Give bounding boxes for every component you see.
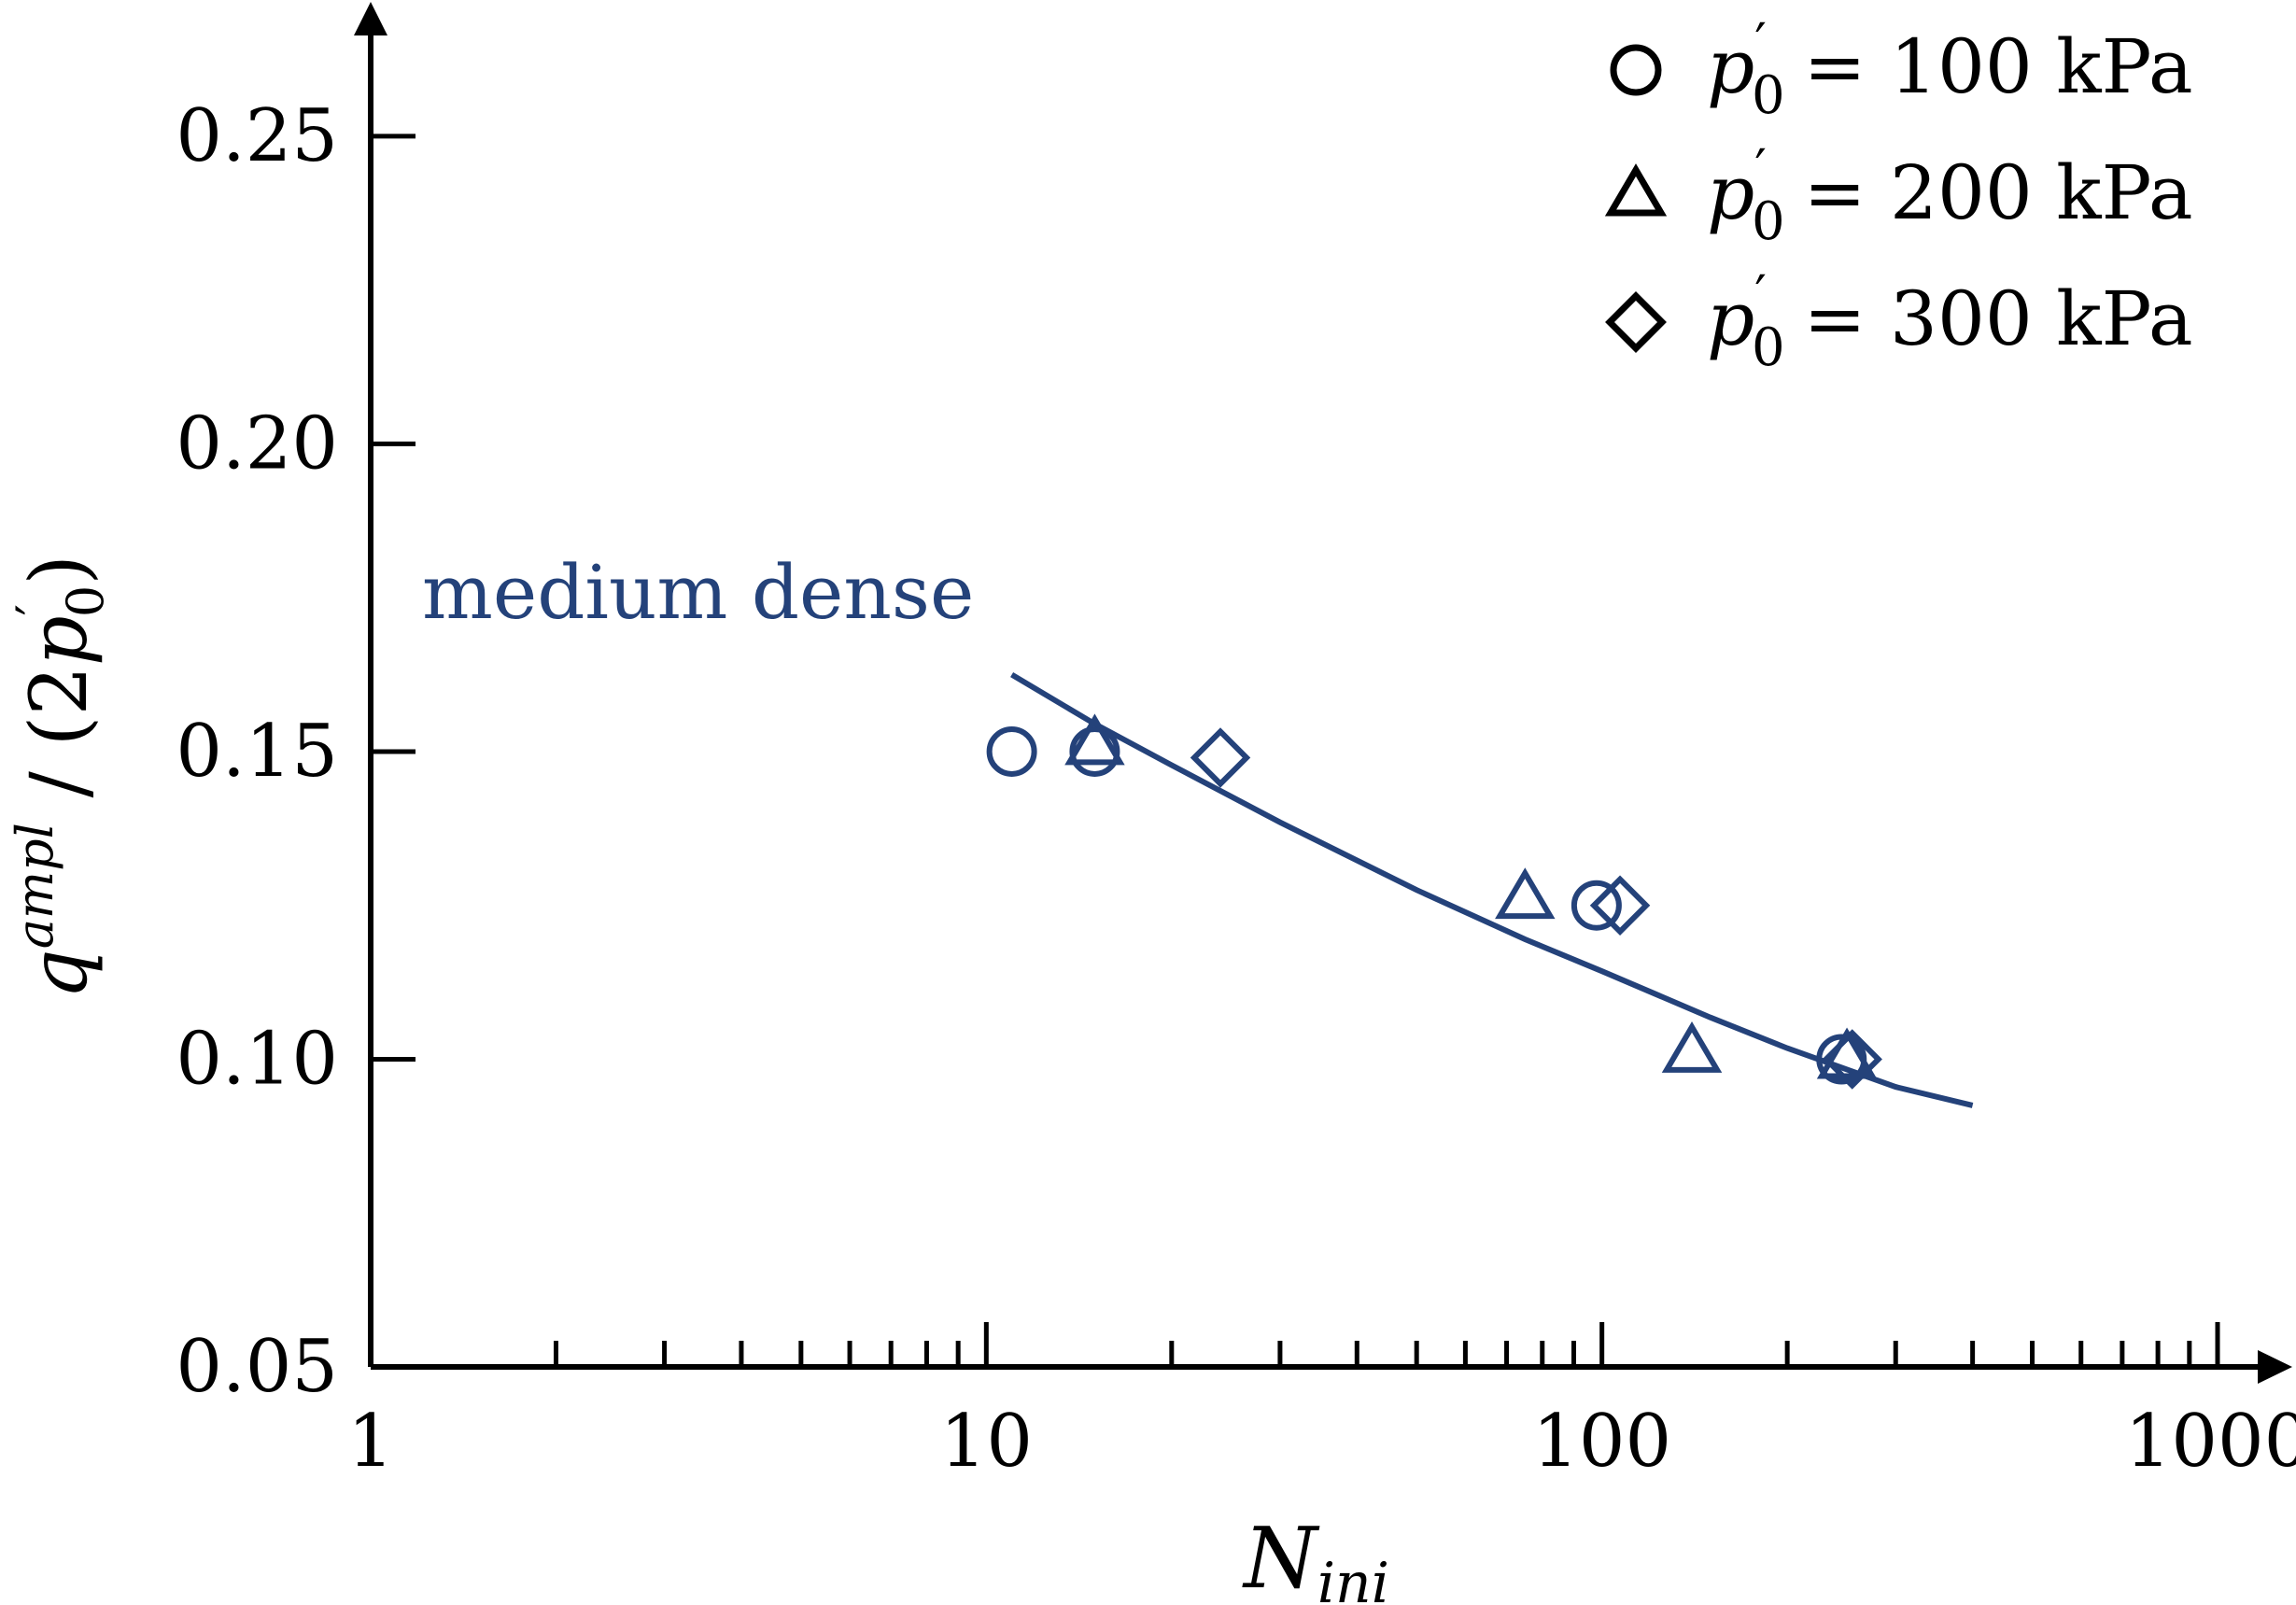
ticks: 1 10 100 1000 0.05 0.10 0.15 0.20 0.25 — [176, 94, 2296, 1484]
axes — [354, 2, 2292, 1384]
y-tick-label: 0.20 — [176, 401, 338, 486]
data-point-circle — [1571, 880, 1622, 931]
fit-curve — [1010, 672, 1974, 1108]
data-point-triangle — [1495, 867, 1556, 920]
data-point-circle — [986, 725, 1037, 777]
data-point-circle — [1069, 725, 1120, 777]
y-axis-label: qampl / (2p′0) — [6, 555, 115, 999]
y-axis-arrow — [354, 2, 387, 35]
data-points — [986, 713, 1882, 1090]
data-point-diamond — [1190, 727, 1251, 788]
x-tick-label: 10 — [940, 1400, 1033, 1484]
legend-label: p′ 0 = 100 kPa — [1707, 13, 2193, 126]
legend-marker-triangle — [1604, 163, 1668, 217]
x-tick-label: 1000 — [2125, 1400, 2296, 1484]
x-tick-label: 100 — [1532, 1400, 1671, 1484]
y-tick-label: 0.10 — [176, 1017, 338, 1101]
legend-label: p′ 0 = 200 kPa — [1707, 139, 2193, 252]
x-axis-arrow — [2258, 1350, 2292, 1384]
data-point-triangle — [1661, 1021, 1723, 1073]
y-tick-label: 0.25 — [176, 94, 338, 178]
legend-marker-circle — [1610, 44, 1662, 96]
legend-label: p′ 0 = 300 kPa — [1707, 265, 2193, 378]
x-axis-label: Nini — [1242, 1510, 1389, 1605]
y-tick-label: 0.15 — [176, 710, 338, 794]
fit-curve-group — [1010, 672, 1974, 1108]
data-point-diamond — [1589, 875, 1651, 936]
legend-marker-diamond — [1605, 291, 1667, 353]
data-point-triangle — [1064, 713, 1125, 766]
data-point-diamond — [1822, 1029, 1882, 1090]
x-tick-label: 1 — [347, 1400, 394, 1484]
legend: p′ 0 = 100 kPa p′ 0 = 200 kPa p′ 0 = 300 kPa — [1604, 13, 2193, 378]
annotation-label: medium dense — [422, 549, 974, 636]
y-tick-label: 0.05 — [176, 1325, 338, 1409]
